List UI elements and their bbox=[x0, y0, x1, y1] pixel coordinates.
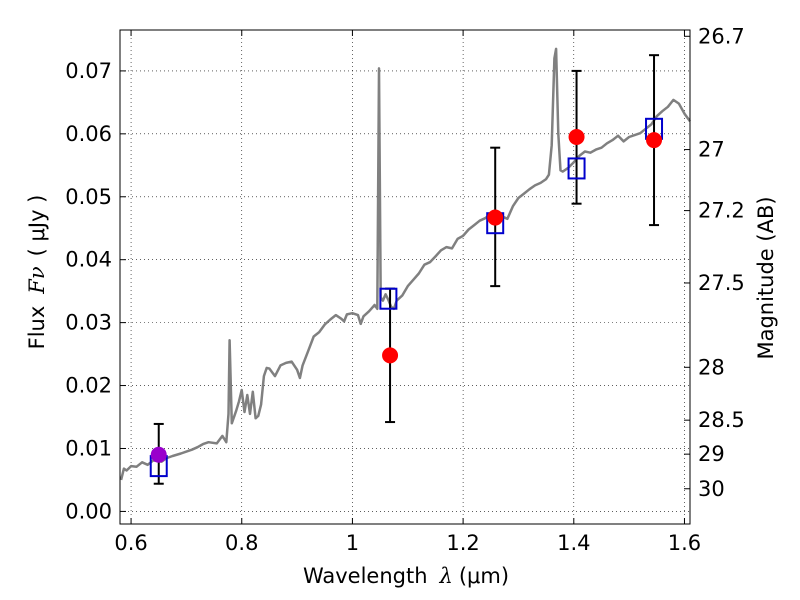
y-tick-label: 0.04 bbox=[65, 248, 112, 272]
x-tick-label: 1.2 bbox=[446, 531, 479, 555]
right-axis-tick-label: 28.5 bbox=[698, 408, 745, 432]
right-axis-label: Magnitude (AB) bbox=[754, 196, 778, 359]
tick-labels: 0.6 0.8 1 1.2 1.4 1.6 0.00 0.01 0.02 0.03 0.04 0.05… bbox=[65, 24, 745, 555]
observed-point bbox=[150, 446, 167, 463]
x-axis-label-unit: (μm) bbox=[459, 564, 509, 588]
y-tick-label: 0.05 bbox=[65, 185, 112, 209]
right-axis-tick-label: 28 bbox=[698, 355, 725, 379]
plot-frame bbox=[119, 29, 691, 525]
observed-point bbox=[382, 347, 399, 364]
y-tick-label: 0.07 bbox=[65, 59, 112, 83]
y-tick-label: 0.02 bbox=[65, 374, 112, 398]
right-axis-tick-label: 30 bbox=[698, 477, 725, 501]
grid bbox=[120, 30, 690, 524]
observed-point bbox=[568, 128, 585, 145]
observed-point bbox=[646, 132, 663, 149]
x-tick-label: 0.8 bbox=[225, 531, 258, 555]
y-axis-label-symbol: Fν bbox=[25, 266, 49, 295]
x-tick-label: 1.6 bbox=[668, 531, 701, 555]
model-photometry-square bbox=[379, 287, 398, 310]
x-axis-label-symbol: λ bbox=[439, 564, 453, 588]
right-axis-tick-label: 29 bbox=[698, 442, 725, 466]
x-tick-label: 1.4 bbox=[557, 531, 590, 555]
right-axis-tick-label: 27.5 bbox=[698, 271, 745, 295]
y-tick-label: 0.06 bbox=[65, 122, 112, 146]
x-axis-label: Wavelength λ (μm) bbox=[303, 564, 509, 588]
right-axis-tick-label: 27 bbox=[698, 138, 725, 162]
y-axis-label-prefix: Flux bbox=[25, 306, 49, 350]
observed-point bbox=[487, 209, 504, 226]
y-tick-label: 0.01 bbox=[65, 436, 112, 460]
marker-layer bbox=[149, 117, 664, 478]
x-tick-label: 0.6 bbox=[114, 531, 147, 555]
y-tick-label: 0.00 bbox=[65, 499, 112, 523]
y-axis-label: Flux Fν ( μJy ) bbox=[25, 195, 49, 350]
y-tick-label: 0.03 bbox=[65, 311, 112, 335]
x-tick-label: 1 bbox=[346, 531, 359, 555]
ticks bbox=[120, 30, 690, 524]
model-photometry-square bbox=[567, 157, 586, 180]
x-axis-label-prefix: Wavelength bbox=[303, 564, 428, 588]
right-axis-tick-label: 27.2 bbox=[698, 199, 745, 223]
y-axis-label-unit: ( μJy ) bbox=[25, 195, 49, 257]
right-axis-tick-label: 26.7 bbox=[698, 24, 745, 48]
